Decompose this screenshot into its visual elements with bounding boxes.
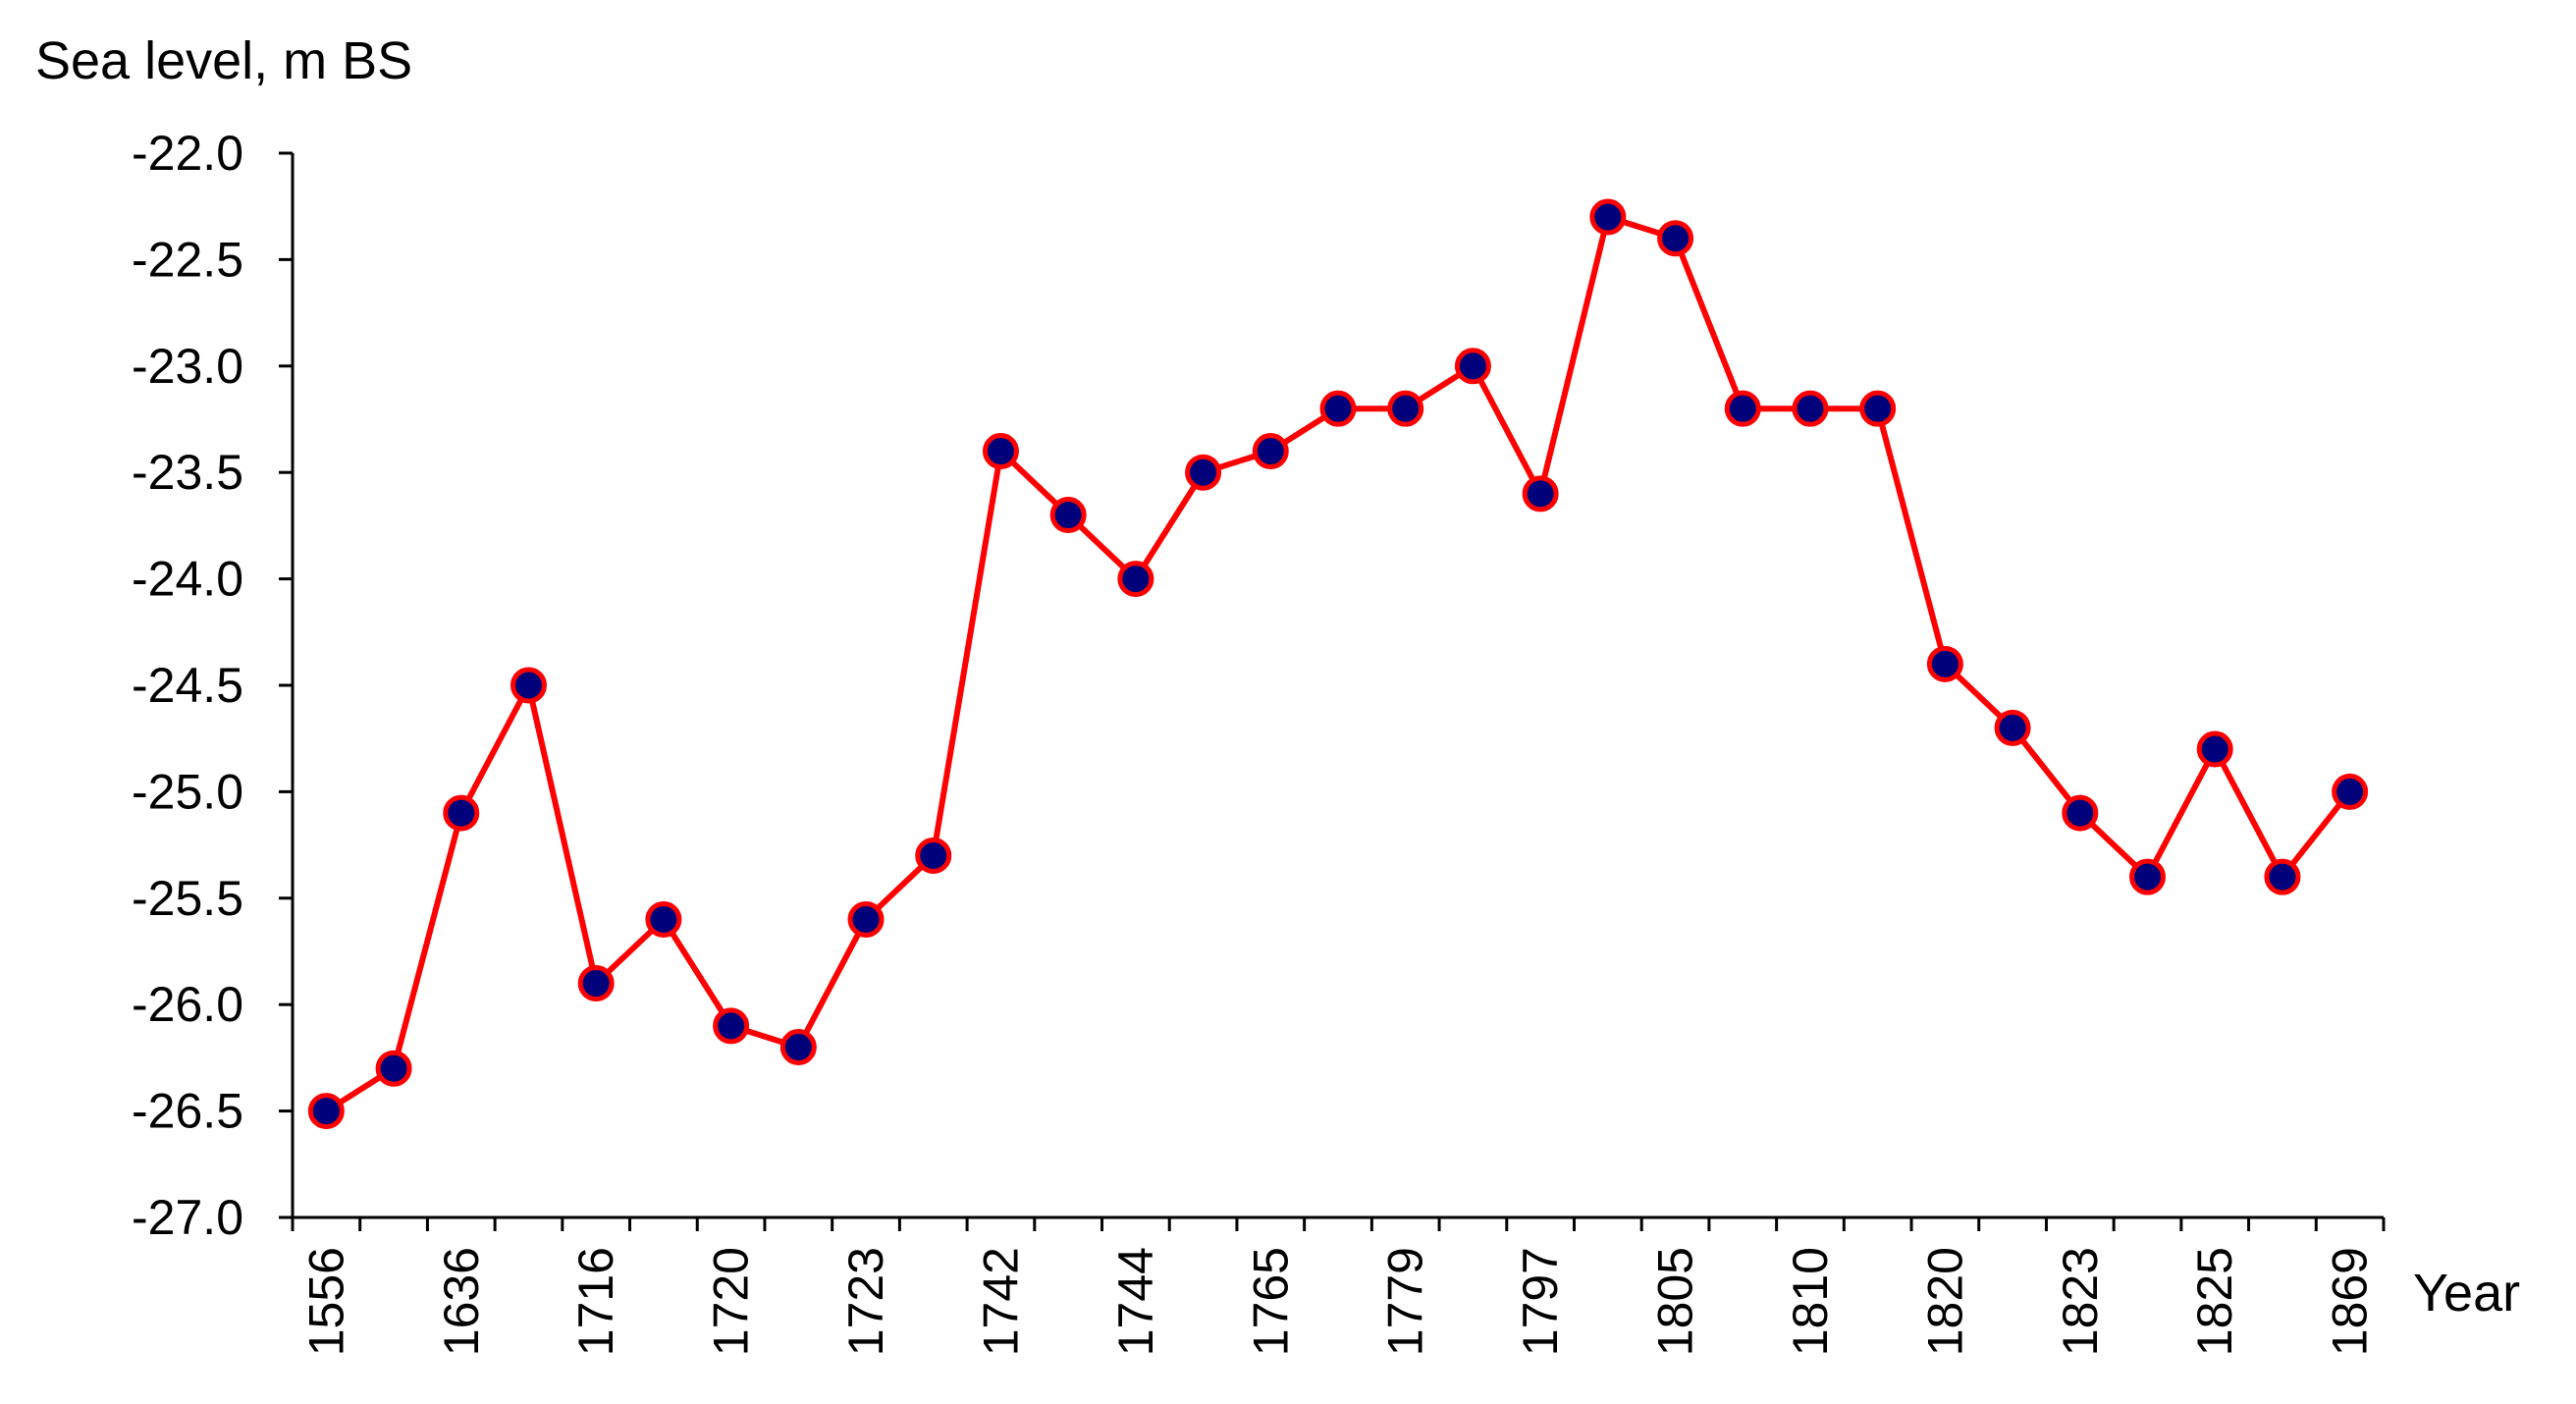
x-tick-label: 1797 (1513, 1247, 1568, 1356)
y-tick-label: -23.0 (132, 339, 243, 394)
y-tick-label: -27.0 (132, 1190, 243, 1245)
data-point (1657, 220, 1694, 257)
x-tick-label: 1820 (1917, 1247, 1972, 1356)
y-tick-label: -25.0 (132, 764, 243, 819)
data-point (1117, 561, 1154, 598)
y-axis-title: Sea level, m BS (35, 31, 412, 90)
data-point (1252, 433, 1289, 470)
data-point (1387, 390, 1424, 427)
x-tick-label: 1723 (838, 1247, 893, 1356)
data-point (510, 667, 547, 704)
data-point (1319, 390, 1357, 427)
data-point (2332, 773, 2369, 810)
x-tick-label: 1765 (1243, 1247, 1298, 1356)
y-axis: -27.0 -26.5 -26.0 -25.5 -25.0 -24.5 -24.0 -23.5… (132, 126, 295, 1245)
series-layer (307, 198, 2369, 1130)
data-point (1454, 348, 1491, 385)
data-point (577, 965, 615, 1002)
data-point (645, 900, 682, 938)
data-point (1724, 390, 1761, 427)
series-line (324, 214, 2352, 1114)
data-point (1926, 645, 1963, 682)
data-point (1522, 475, 1559, 513)
data-point (915, 837, 952, 874)
data-point (2062, 794, 2099, 832)
data-point (713, 1007, 750, 1045)
data-point (2196, 730, 2233, 768)
data-point (779, 1029, 817, 1066)
x-tick-label: 1744 (1108, 1247, 1163, 1356)
data-point (2129, 858, 2167, 895)
y-tick-label: -22.0 (132, 126, 243, 181)
x-tick-label: 1720 (704, 1247, 759, 1356)
data-point (1859, 390, 1897, 427)
data-point (375, 1050, 412, 1087)
data-point (847, 900, 885, 938)
data-point (307, 1093, 345, 1130)
data-point (1994, 709, 2031, 746)
y-tick-label: -22.5 (132, 232, 243, 287)
y-tick-label: -26.5 (132, 1084, 243, 1139)
y-tick-label: -24.0 (132, 552, 243, 607)
x-tick-label: 1810 (1783, 1247, 1838, 1356)
y-tick-label: -24.5 (132, 658, 243, 713)
data-point (443, 794, 480, 832)
x-tick-label: 1805 (1648, 1247, 1703, 1356)
x-tick-label: 1556 (298, 1247, 353, 1356)
x-axis-title: Year (2413, 1264, 2520, 1323)
x-tick-label: 1716 (568, 1247, 623, 1356)
x-tick-label: 1825 (2187, 1247, 2242, 1356)
x-tick-label: 1636 (434, 1247, 489, 1356)
y-tick-label: -23.5 (132, 445, 243, 500)
x-axis: 1556 1636 1716 1720 1723 1742 1744 1765 1779 1797… (291, 1215, 2386, 1356)
data-point (2264, 858, 2301, 895)
x-tick-label: 1779 (1378, 1247, 1433, 1356)
data-point (982, 433, 1019, 470)
x-tick-label: 1869 (2323, 1247, 2378, 1356)
x-tick-label: 1823 (2053, 1247, 2108, 1356)
x-tick-label: 1742 (973, 1247, 1028, 1356)
data-point (1589, 198, 1627, 236)
data-point (1792, 390, 1829, 427)
y-tick-label: -26.0 (132, 977, 243, 1032)
data-point (1049, 497, 1087, 534)
data-point (1185, 454, 1222, 491)
y-tick-label: -25.5 (132, 871, 243, 926)
